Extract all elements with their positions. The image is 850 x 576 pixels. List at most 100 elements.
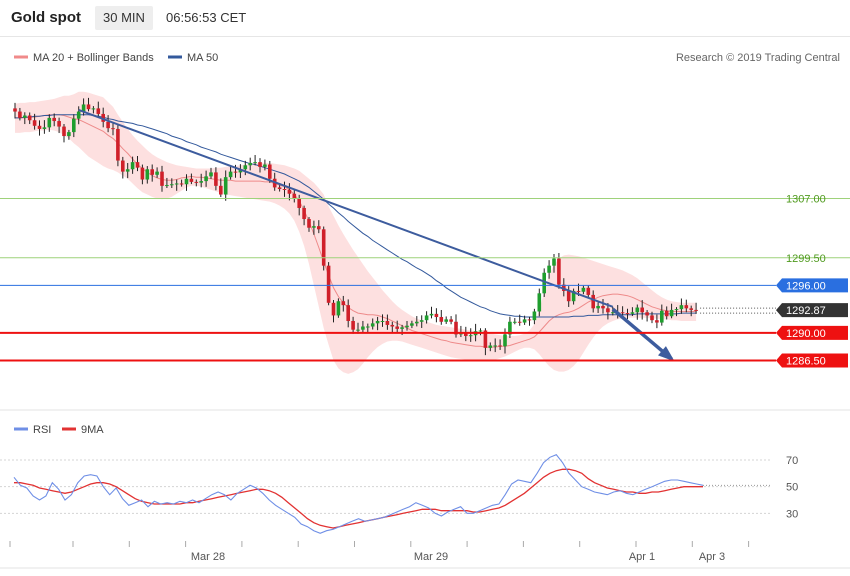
candle (248, 157, 252, 171)
candle (307, 216, 311, 232)
candle (67, 129, 71, 140)
candle (209, 167, 213, 179)
candle (336, 298, 341, 318)
candle (150, 164, 154, 182)
candle (493, 338, 497, 353)
candle (170, 178, 174, 189)
candle (664, 306, 669, 320)
candle (508, 316, 512, 339)
candle (135, 156, 140, 172)
candle (532, 308, 537, 325)
candle (130, 156, 135, 174)
candle (385, 314, 390, 330)
candle (674, 307, 679, 317)
candle (419, 315, 424, 328)
clock-time: 06:56:53 CET (166, 10, 247, 25)
candle (351, 316, 355, 334)
level-label: 1299.50 (786, 253, 826, 265)
candle (165, 177, 169, 189)
time-tick-label: Apr 3 (699, 551, 725, 563)
candle (194, 179, 199, 187)
candle (660, 304, 664, 326)
level-support: 1290.00 (0, 325, 848, 340)
candle (439, 309, 444, 325)
candle (263, 159, 267, 171)
candle (57, 117, 61, 134)
candle (513, 318, 517, 325)
candle (111, 121, 115, 136)
candle (32, 113, 37, 130)
candle (204, 170, 208, 187)
candle (253, 155, 257, 166)
candle (655, 314, 659, 329)
candle (125, 163, 130, 179)
time-tick-label: Mar 29 (414, 551, 448, 563)
candle (449, 316, 453, 325)
candle (464, 326, 468, 342)
level-label: 1296.00 (786, 280, 826, 292)
candle (684, 299, 689, 313)
candle (454, 314, 458, 338)
candle (498, 339, 502, 350)
candle (23, 112, 27, 125)
candle (287, 183, 292, 201)
candle (429, 306, 434, 319)
candle (96, 101, 101, 117)
candle (366, 323, 370, 334)
candle (361, 320, 365, 334)
candle (395, 320, 399, 333)
interval-selector[interactable]: 30 MIN (95, 6, 153, 30)
candle (302, 205, 306, 226)
candle (375, 316, 380, 331)
candle (468, 328, 473, 342)
rsi-tick-label: 50 (786, 482, 798, 494)
candle (174, 179, 179, 191)
candle (346, 299, 350, 328)
forecast-arrow-shaft (611, 307, 673, 361)
time-axis: Mar 28 Mar 29 Apr 1 Apr 3 (9, 541, 750, 563)
9ma-legend-label: 9MA (81, 424, 104, 436)
candle (630, 307, 635, 317)
price-chart: MA 20 + Bollinger Bands MA 50 Research ©… (0, 52, 850, 569)
candle (13, 102, 17, 119)
candle (72, 114, 76, 138)
candle (140, 164, 145, 185)
price-plot (13, 91, 698, 374)
candle (370, 318, 375, 330)
candle (282, 181, 287, 197)
candle (321, 226, 326, 271)
candle (121, 156, 125, 179)
candle (258, 158, 262, 173)
candle (160, 165, 164, 192)
candle (184, 174, 189, 191)
ma50-legend-label: MA 50 (187, 52, 218, 64)
candle (116, 123, 120, 167)
candle (679, 298, 684, 314)
candle (52, 113, 56, 127)
candle (326, 262, 331, 306)
candle (76, 106, 81, 125)
rsi-legend: RSI 9MA (14, 424, 104, 436)
price-levels: 1307.00 1299.50 1296.00 1292.87 1290.00 1286.… (0, 193, 850, 368)
candle (669, 303, 674, 319)
candle (557, 252, 561, 289)
ma20-line (15, 114, 697, 348)
candle (101, 107, 105, 128)
candle (277, 185, 282, 192)
candle (18, 107, 22, 121)
candle (27, 112, 32, 125)
candle (86, 97, 91, 112)
candle (238, 164, 243, 178)
candle (292, 189, 297, 203)
level-resistance-green: 1299.50 (0, 253, 850, 265)
candle (91, 106, 96, 114)
candle (689, 305, 693, 317)
candle (268, 160, 272, 183)
level-resistance-blue: 1296.00 (0, 278, 848, 293)
price-legend: MA 20 + Bollinger Bands MA 50 Research ©… (14, 52, 840, 64)
candle (601, 299, 605, 314)
candle (312, 220, 316, 235)
candle (586, 285, 591, 299)
level-label: 1307.00 (786, 193, 826, 205)
candle (517, 314, 522, 326)
